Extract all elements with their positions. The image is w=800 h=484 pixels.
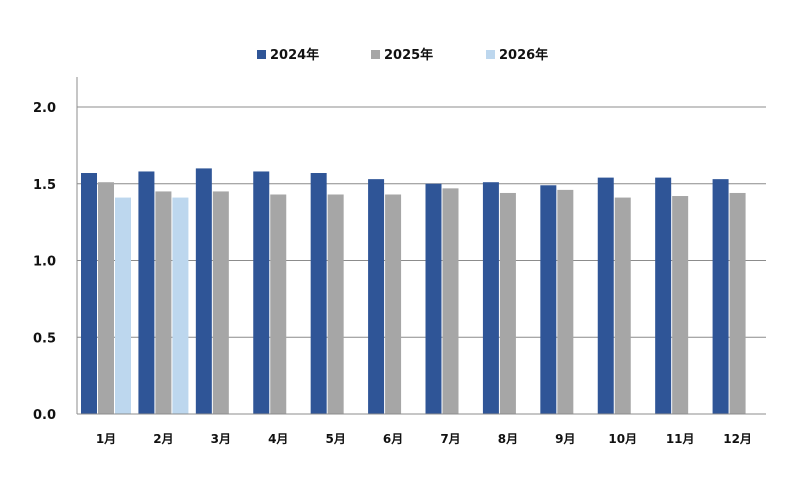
x-category-label: 4月 xyxy=(268,432,288,446)
bar-2024年-12月 xyxy=(712,179,729,414)
bar-2025年-10月 xyxy=(614,197,631,414)
x-category-label: 2月 xyxy=(153,432,173,446)
legend-swatch xyxy=(257,50,266,59)
y-tick-label: 2.0 xyxy=(33,101,56,116)
bars xyxy=(81,168,746,414)
bar-2025年-12月 xyxy=(729,192,746,414)
x-category-label: 12月 xyxy=(723,432,752,446)
bar-2025年-4月 xyxy=(270,194,287,414)
bar-2026年-2月 xyxy=(172,197,189,414)
legend-label: 2026年 xyxy=(499,47,548,63)
legend: 2024年 2025年 2026年 xyxy=(257,47,548,63)
x-category-label: 3月 xyxy=(211,432,231,446)
x-category-label: 10月 xyxy=(608,432,637,446)
legend-item: 2026年 xyxy=(486,47,548,63)
bar-2025年-8月 xyxy=(499,192,516,414)
legend-item: 2024年 xyxy=(257,47,319,63)
x-category-label: 1月 xyxy=(96,432,116,446)
bar-2025年-7月 xyxy=(442,188,459,414)
y-tick-label: 1.0 xyxy=(33,255,56,270)
bar-2025年-6月 xyxy=(385,194,402,414)
bar-2024年-7月 xyxy=(425,183,442,414)
y-tick-label: 0.5 xyxy=(33,331,56,346)
bar-2026年-1月 xyxy=(115,197,131,414)
bar-2024年-4月 xyxy=(253,171,270,414)
bar-2024年-2月 xyxy=(138,171,155,414)
bar-2025年-5月 xyxy=(327,194,344,414)
bar-2024年-5月 xyxy=(310,173,327,414)
bar-2025年-9月 xyxy=(557,189,574,414)
y-axis: 0.0 0.5 1.0 1.5 2.0 xyxy=(33,77,78,423)
bar-2024年-6月 xyxy=(368,179,385,414)
legend-label: 2024年 xyxy=(270,47,319,63)
bar-2024年-1月 xyxy=(81,173,97,414)
y-tick-label: 1.5 xyxy=(33,178,56,193)
bar-2024年-9月 xyxy=(540,185,557,414)
legend-swatch xyxy=(371,50,380,59)
x-category-label: 5月 xyxy=(325,432,345,446)
bar-2025年-1月 xyxy=(98,182,114,414)
x-category-label: 11月 xyxy=(666,432,695,446)
x-category-label: 9月 xyxy=(555,432,575,446)
x-category-label: 6月 xyxy=(383,432,403,446)
legend-label: 2025年 xyxy=(384,47,433,63)
bar-2024年-8月 xyxy=(482,182,499,414)
bar-2024年-3月 xyxy=(195,168,212,414)
bar-2025年-2月 xyxy=(155,191,172,414)
x-category-label: 8月 xyxy=(498,432,518,446)
bar-2025年-11月 xyxy=(672,196,689,414)
bar-2025年-3月 xyxy=(212,191,229,414)
y-tick-label: 0.0 xyxy=(33,408,56,423)
x-category-label: 7月 xyxy=(440,432,460,446)
x-axis: 1月 2月 3月 4月 5月 6月 7月 8月 9月 10月 11月 12月 xyxy=(77,413,766,446)
legend-item: 2025年 xyxy=(371,47,433,63)
bar-2024年-10月 xyxy=(597,177,614,414)
legend-swatch xyxy=(486,50,495,59)
bar-2024年-11月 xyxy=(655,177,672,414)
gridlines xyxy=(77,106,766,338)
